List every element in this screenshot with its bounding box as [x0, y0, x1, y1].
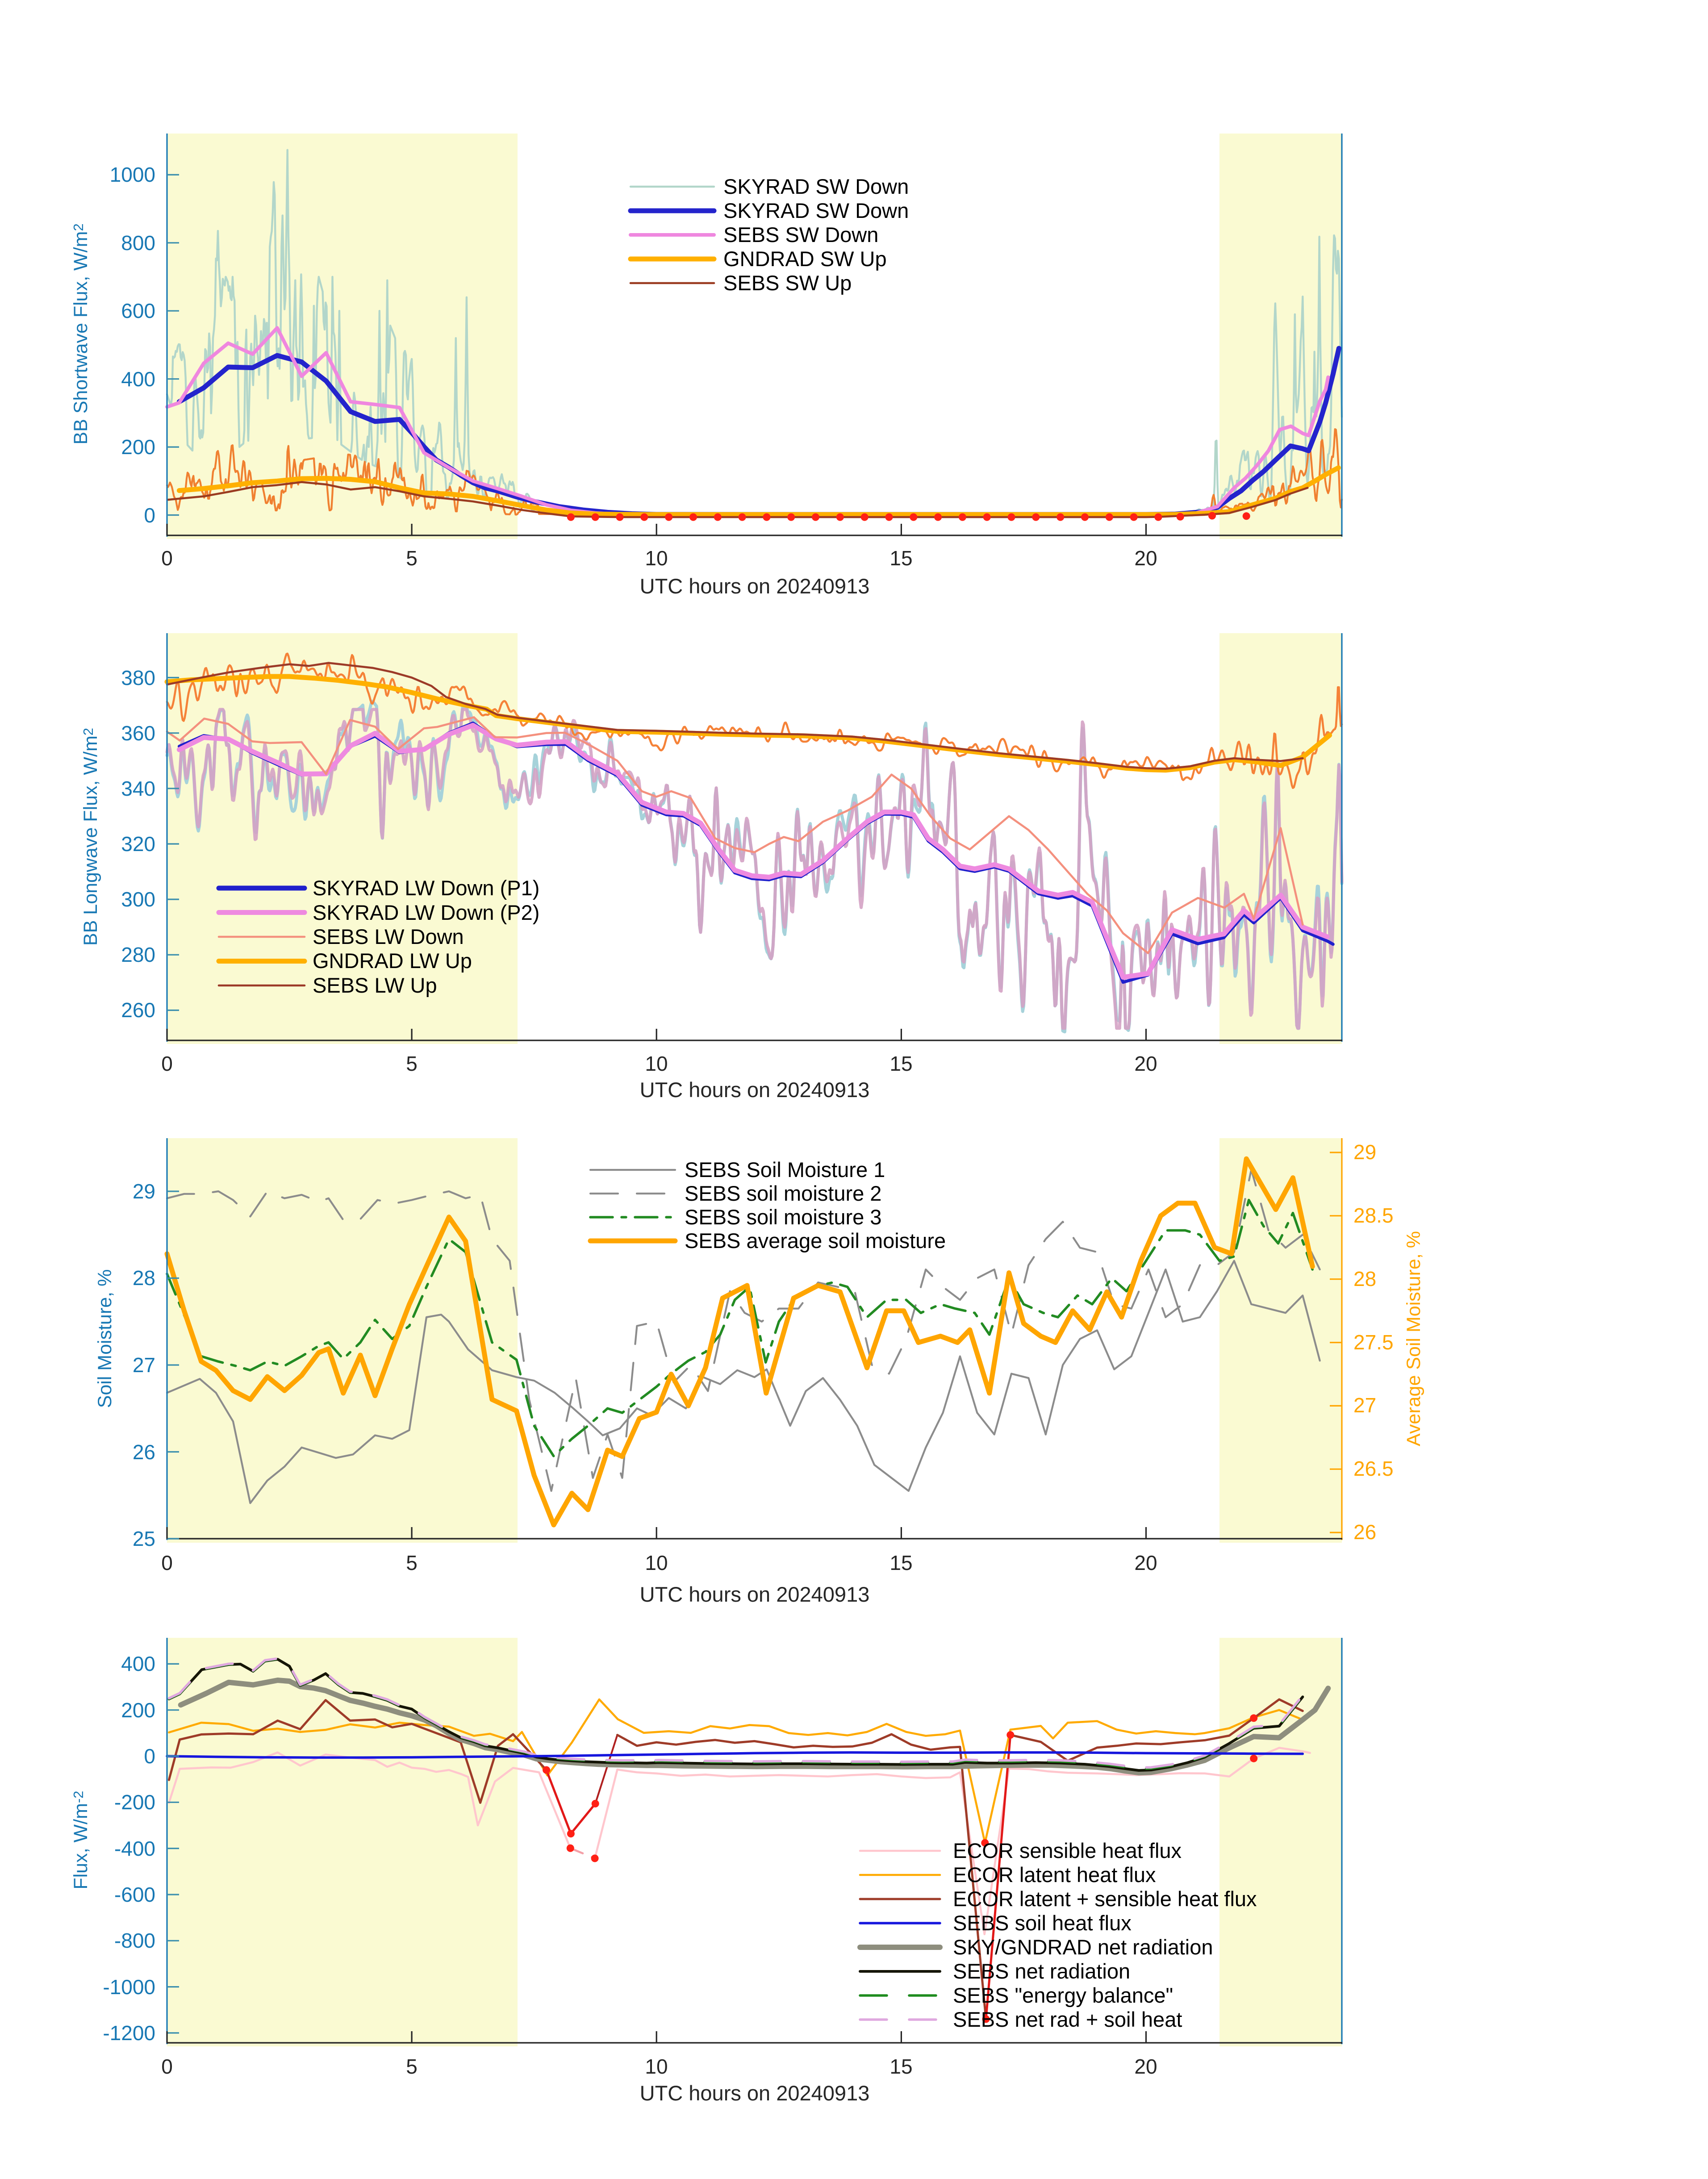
svg-text:15: 15: [889, 547, 912, 570]
svg-text:SEBS soil moisture 2: SEBS soil moisture 2: [685, 1181, 881, 1205]
svg-text:SKYRAD LW Down (P1): SKYRAD LW Down (P1): [313, 876, 539, 900]
svg-text:SEBS LW Up: SEBS LW Up: [313, 973, 437, 997]
svg-text:10: 10: [645, 1551, 668, 1574]
svg-text:SEBS SW Down: SEBS SW Down: [723, 223, 878, 246]
svg-text:-600: -600: [114, 1883, 155, 1906]
svg-text:15: 15: [889, 1052, 912, 1075]
svg-text:0: 0: [161, 1551, 173, 1574]
svg-text:SKYRAD LW Down (P2): SKYRAD LW Down (P2): [313, 901, 539, 924]
svg-text:5: 5: [406, 1052, 418, 1075]
svg-text:27: 27: [1353, 1394, 1376, 1417]
svg-text:20: 20: [1134, 547, 1157, 570]
svg-text:200: 200: [121, 435, 155, 459]
svg-text:10: 10: [645, 1052, 668, 1075]
svg-text:200: 200: [121, 1699, 155, 1722]
svg-text:SKYRAD SW Down: SKYRAD SW Down: [723, 199, 909, 222]
svg-text:SEBS LW Down: SEBS LW Down: [313, 925, 464, 948]
svg-text:Average Soil Moisture, %: Average Soil Moisture, %: [1403, 1231, 1424, 1446]
svg-text:10: 10: [645, 547, 668, 570]
svg-text:-200: -200: [114, 1791, 155, 1814]
svg-text:5: 5: [406, 1551, 418, 1574]
svg-text:SEBS Soil Moisture 1: SEBS Soil Moisture 1: [685, 1158, 885, 1181]
svg-text:27: 27: [133, 1353, 155, 1377]
svg-text:600: 600: [121, 299, 155, 322]
svg-text:260: 260: [121, 998, 155, 1022]
svg-text:Soil Moisture, %: Soil Moisture, %: [94, 1269, 116, 1408]
svg-text:320: 320: [121, 832, 155, 856]
svg-text:28: 28: [133, 1266, 155, 1290]
svg-text:UTC hours on 20240913: UTC hours on 20240913: [640, 1078, 870, 1102]
svg-text:Flux, W/m-2: Flux, W/m-2: [70, 1791, 92, 1889]
svg-text:0: 0: [161, 2055, 173, 2078]
svg-text:29: 29: [133, 1180, 155, 1203]
svg-text:15: 15: [889, 2055, 912, 2078]
svg-text:26: 26: [1353, 1520, 1376, 1544]
svg-text:SEBS SW Up: SEBS SW Up: [723, 271, 852, 295]
svg-text:BB Longwave Flux, W/m2: BB Longwave Flux, W/m2: [80, 728, 101, 946]
svg-text:SEBS soil heat flux: SEBS soil heat flux: [953, 1911, 1132, 1935]
svg-text:BB Shortwave Flux, W/m2: BB Shortwave Flux, W/m2: [70, 223, 92, 444]
svg-text:GNDRAD SW Up: GNDRAD SW Up: [723, 247, 887, 271]
svg-text:20: 20: [1134, 1052, 1157, 1075]
svg-text:0: 0: [144, 1745, 155, 1768]
svg-text:400: 400: [121, 1652, 155, 1675]
svg-text:400: 400: [121, 367, 155, 391]
svg-text:-1000: -1000: [103, 1975, 155, 1999]
svg-text:ECOR sensible heat flux: ECOR sensible heat flux: [953, 1839, 1182, 1862]
svg-text:SEBS net radiation: SEBS net radiation: [953, 1959, 1130, 1983]
svg-text:SEBS net rad + soil heat: SEBS net rad + soil heat: [953, 2008, 1182, 2031]
svg-text:0: 0: [144, 504, 155, 527]
svg-text:800: 800: [121, 231, 155, 255]
svg-text:-400: -400: [114, 1837, 155, 1860]
svg-text:300: 300: [121, 888, 155, 911]
svg-text:UTC hours on 20240913: UTC hours on 20240913: [640, 2081, 870, 2105]
svg-text:SEBS average soil moisture: SEBS average soil moisture: [685, 1229, 946, 1252]
svg-text:GNDRAD LW Up: GNDRAD LW Up: [313, 949, 472, 973]
svg-text:5: 5: [406, 547, 418, 570]
svg-text:-1200: -1200: [103, 2021, 155, 2045]
svg-text:280: 280: [121, 943, 155, 966]
svg-text:ECOR latent heat flux: ECOR latent heat flux: [953, 1863, 1156, 1887]
svg-text:26: 26: [133, 1440, 155, 1464]
svg-text:UTC hours on 20240913: UTC hours on 20240913: [640, 574, 870, 598]
svg-text:27.5: 27.5: [1353, 1331, 1394, 1354]
svg-text:380: 380: [121, 666, 155, 689]
svg-text:0: 0: [161, 1052, 173, 1075]
svg-text:0: 0: [161, 547, 173, 570]
svg-text:SEBS "energy balance": SEBS "energy balance": [953, 1983, 1173, 2007]
svg-text:26.5: 26.5: [1353, 1457, 1394, 1480]
svg-text:20: 20: [1134, 1551, 1157, 1574]
svg-text:10: 10: [645, 2055, 668, 2078]
svg-text:5: 5: [406, 2055, 418, 2078]
svg-text:SKY/GNDRAD net radiation: SKY/GNDRAD net radiation: [953, 1935, 1213, 1959]
svg-text:-800: -800: [114, 1929, 155, 1952]
svg-text:29: 29: [1353, 1140, 1376, 1164]
svg-text:UTC hours on 20240913: UTC hours on 20240913: [640, 1582, 870, 1606]
svg-text:SKYRAD SW Down: SKYRAD SW Down: [723, 175, 909, 198]
svg-text:25: 25: [133, 1527, 155, 1550]
svg-text:SEBS soil moisture 3: SEBS soil moisture 3: [685, 1205, 881, 1229]
svg-text:340: 340: [121, 777, 155, 800]
svg-text:1000: 1000: [110, 163, 155, 186]
svg-text:20: 20: [1134, 2055, 1157, 2078]
svg-text:ECOR latent + sensible heat fl: ECOR latent + sensible heat flux: [953, 1887, 1257, 1911]
svg-text:15: 15: [889, 1551, 912, 1574]
svg-text:28: 28: [1353, 1267, 1376, 1290]
svg-text:360: 360: [121, 722, 155, 745]
svg-text:28.5: 28.5: [1353, 1204, 1394, 1227]
